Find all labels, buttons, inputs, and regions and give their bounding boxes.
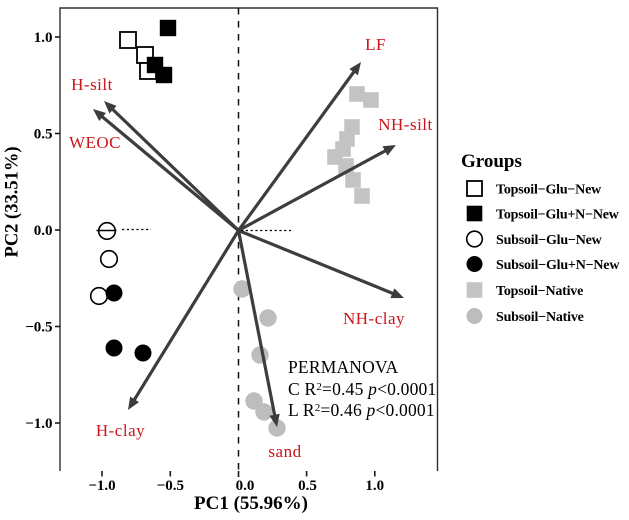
svg-text:sand: sand <box>268 442 301 461</box>
svg-text:1.0: 1.0 <box>34 30 53 46</box>
svg-text:NH-clay: NH-clay <box>343 309 405 328</box>
svg-text:PC2 (33.51%): PC2 (33.51%) <box>3 147 23 258</box>
svg-text:Topsoil−Glu−New: Topsoil−Glu−New <box>496 183 602 198</box>
svg-text:LF: LF <box>365 35 386 54</box>
svg-text:−1.0: −1.0 <box>25 416 52 432</box>
svg-text:0.0: 0.0 <box>236 478 255 494</box>
svg-text:0.0: 0.0 <box>34 223 53 239</box>
svg-text:H-silt: H-silt <box>71 75 113 94</box>
svg-text:Topsoil−Glu+N−New: Topsoil−Glu+N−New <box>496 208 620 223</box>
svg-text:Subsoil−Glu+N−New: Subsoil−Glu+N−New <box>496 258 620 273</box>
svg-text:H-clay: H-clay <box>96 421 145 440</box>
svg-text:PC1 (55.96%): PC1 (55.96%) <box>194 493 308 514</box>
svg-text:C R2=0.45 p<0.0001: C R2=0.45 p<0.0001 <box>288 379 436 399</box>
svg-text:0.5: 0.5 <box>34 126 53 142</box>
svg-text:1.0: 1.0 <box>365 478 384 494</box>
svg-text:Subsoil−Native: Subsoil−Native <box>496 310 584 325</box>
svg-text:WEOC: WEOC <box>69 133 121 152</box>
svg-text:NH-silt: NH-silt <box>378 115 433 134</box>
svg-text:−1.0: −1.0 <box>88 478 115 494</box>
svg-text:Groups: Groups <box>461 151 522 172</box>
svg-text:0.5: 0.5 <box>298 478 317 494</box>
svg-text:L R2=0.46 p<0.0001: L R2=0.46 p<0.0001 <box>288 400 435 420</box>
svg-text:Topsoil−Native: Topsoil−Native <box>496 284 583 299</box>
svg-text:Subsoil−Glu−New: Subsoil−Glu−New <box>496 233 603 248</box>
svg-text:−0.5: −0.5 <box>25 319 52 335</box>
svg-text:−0.5: −0.5 <box>157 478 184 494</box>
svg-text:PERMANOVA: PERMANOVA <box>288 357 399 377</box>
